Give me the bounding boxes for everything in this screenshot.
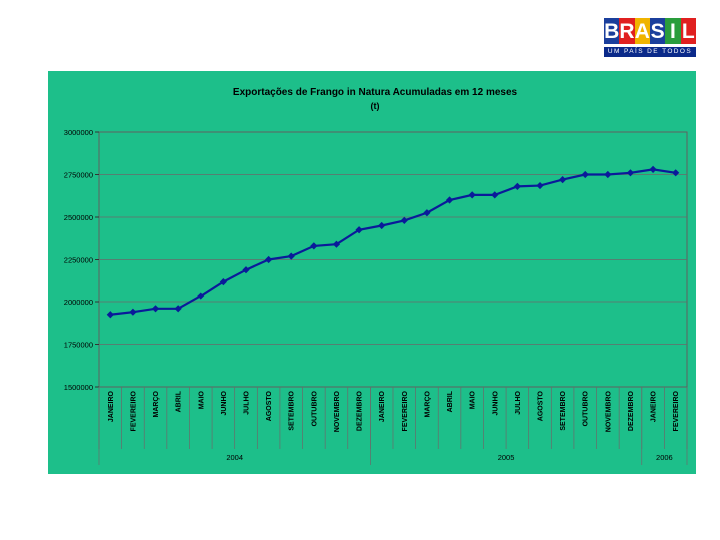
data-point <box>355 226 363 234</box>
x-tick-label: JULHO <box>515 390 522 414</box>
data-point <box>604 170 612 179</box>
x-tick-label: NOVEMBRO <box>334 390 341 432</box>
data-point <box>265 255 273 264</box>
x-axis: JANEIRO FEVEREIRO MARÇO ABRIL MAIO JUNHO JULHO… <box>98 387 688 465</box>
brasil-logo: B R A S I L UM PAÍS DE TODOS <box>604 18 696 58</box>
x-tick-label: JUNHO <box>221 390 228 415</box>
logo-letter: R <box>619 18 635 44</box>
x-tick-label: JANEIRO <box>379 390 386 422</box>
data-point <box>129 308 137 316</box>
data-point <box>332 240 341 248</box>
x-tick-label: FEVEREIRO <box>130 390 137 431</box>
y-tick-label: 1750000 <box>64 341 93 350</box>
x-tick-label: JUNHO <box>492 390 499 415</box>
y-tick-label: 2500000 <box>64 213 93 222</box>
data-point <box>242 266 250 274</box>
logo-tagline: UM PAÍS DE TODOS <box>604 47 696 57</box>
x-tick-label: ABRIL <box>447 390 454 412</box>
data-point <box>626 169 635 177</box>
data-point <box>468 191 476 199</box>
x-tick-label: MARÇO <box>424 390 431 417</box>
x-tick-label: MARÇO <box>153 390 160 417</box>
y-tick-label: 2250000 <box>64 256 93 265</box>
data-point <box>197 292 205 300</box>
group-label: 2004 <box>226 453 243 462</box>
chart-title: Exportações de Frango in Natura Acumulad… <box>233 87 518 98</box>
x-tick-label: ABRIL <box>176 390 183 412</box>
x-tick-label: SETEMBRO <box>289 390 296 430</box>
line-chart: Exportações de Frango in Natura Acumulad… <box>64 87 688 465</box>
y-axis: 1500000 1750000 2000000 2250000 2500000 27500… <box>64 128 99 392</box>
x-tick-label: NOVEMBRO <box>605 390 612 432</box>
data-point <box>445 196 454 204</box>
chart-subtitle: (t) <box>371 101 380 111</box>
data-point <box>672 169 680 177</box>
data-point <box>400 216 408 224</box>
logo-letter: L <box>680 18 696 44</box>
x-tick-label: MAIO <box>470 390 477 409</box>
data-point <box>423 209 431 217</box>
series-line <box>110 168 676 316</box>
brasil-logo-letters: B R A S I L <box>604 18 696 44</box>
logo-letter: B <box>604 18 620 44</box>
data-point <box>287 252 295 260</box>
x-tick-label: OUTUBRO <box>583 390 590 426</box>
x-tick-label: SETEMBRO <box>560 390 567 430</box>
logo-letter: A <box>634 18 650 44</box>
data-point <box>649 165 657 173</box>
group-label: 2005 <box>498 453 515 462</box>
group-label: 2006 <box>656 453 673 462</box>
x-tick-label: OUTUBRO <box>311 390 318 426</box>
x-tick-label: DEZEMBRO <box>357 390 364 431</box>
y-tick-label: 2000000 <box>64 298 93 307</box>
data-point <box>151 305 160 313</box>
x-tick-label: DEZEMBRO <box>628 390 635 431</box>
gridlines <box>99 174 687 345</box>
y-tick-label: 1500000 <box>64 383 93 392</box>
x-tick-label: JANEIRO <box>651 390 658 422</box>
data-point <box>174 305 182 313</box>
data-point <box>559 176 567 184</box>
chart-panel: Exportações de Frango in Natura Acumulad… <box>48 71 696 474</box>
logo-letter: S <box>649 18 666 44</box>
x-tick-label: JULHO <box>244 390 251 414</box>
logo-letter: I <box>665 18 681 44</box>
x-tick-label: JANEIRO <box>108 390 115 422</box>
x-tick-label: AGOSTO <box>538 390 545 421</box>
data-point <box>536 181 544 190</box>
data-point <box>513 182 521 190</box>
x-tick-label: MAIO <box>198 390 205 409</box>
data-point <box>491 191 499 199</box>
data-point <box>106 311 114 319</box>
y-tick-label: 3000000 <box>64 128 93 137</box>
x-tick-label: FEVEREIRO <box>673 390 680 431</box>
data-series <box>106 165 680 319</box>
data-point <box>378 221 386 230</box>
x-tick-label: AGOSTO <box>266 390 273 421</box>
data-point <box>310 242 318 250</box>
data-point <box>581 170 589 179</box>
x-tick-label: FEVEREIRO <box>402 390 409 431</box>
y-tick-label: 2750000 <box>64 171 93 180</box>
